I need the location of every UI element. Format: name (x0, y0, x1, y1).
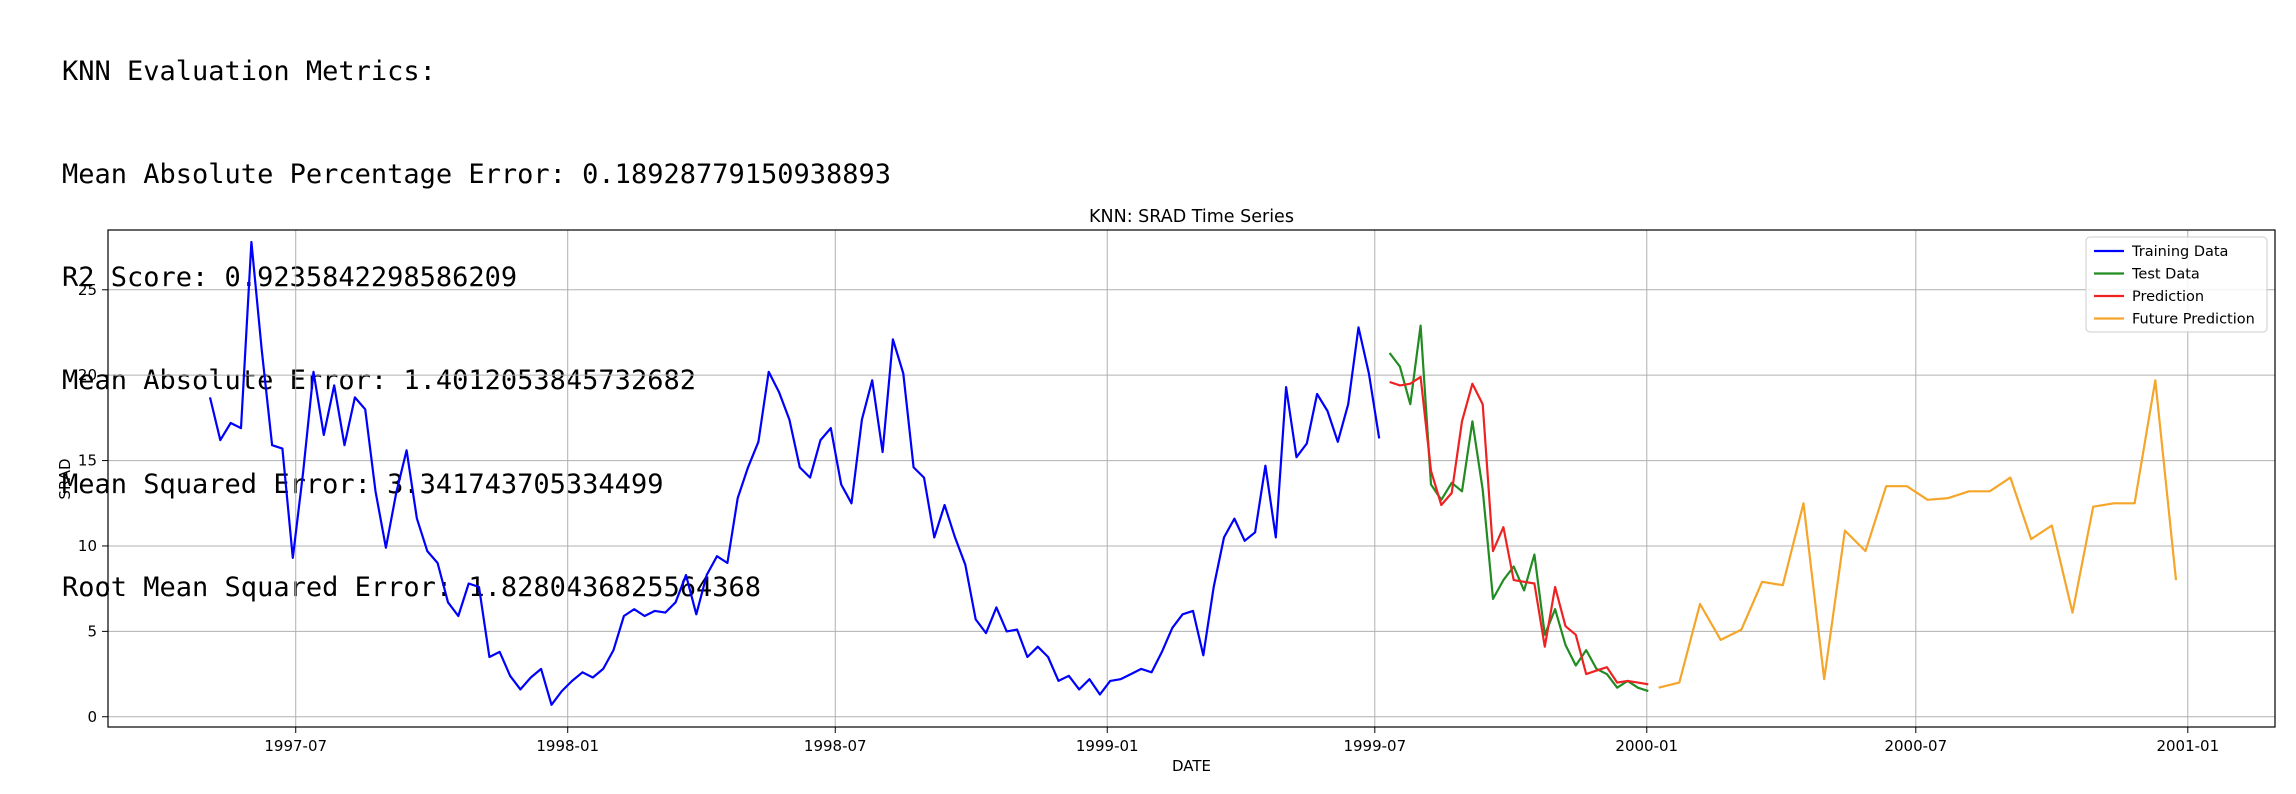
legend-box (2085, 236, 2268, 333)
series-lines (208, 240, 2178, 706)
legend-label-test-data: Test Data (2131, 267, 2200, 283)
grid-lines (108, 230, 2275, 727)
chart-title: KNN: SRAD Time Series (1089, 207, 1294, 227)
training-data-line (208, 240, 1381, 706)
y-tick-label: 15 (78, 452, 97, 470)
x-tick-label: 1998-07 (804, 737, 867, 755)
legend-label-training-data: Training Data (2131, 244, 2228, 260)
y-tick-label: 5 (87, 622, 97, 640)
x-tick-label: 1999-07 (1343, 737, 1406, 755)
plot-frame (107, 229, 2276, 728)
metrics-heading: KNN Evaluation Metrics: (62, 55, 436, 87)
y-axis-label: SRAD (56, 458, 74, 499)
legend: Training Data Test Data Prediction Future P… (2085, 236, 2268, 333)
metric-mape: Mean Absolute Percentage Error: 0.189287… (62, 159, 892, 191)
metric-mae: Mean Absolute Error: 1.4012053845732682 (62, 365, 696, 397)
y-tick-label: 10 (78, 537, 97, 555)
legend-label-prediction: Prediction (2132, 289, 2204, 305)
metric-r2: R2 Score: 0.9235842298586209 (62, 262, 518, 294)
x-tick-label: 1999-01 (1076, 737, 1139, 755)
axis-ticks: 1997-07 1998-01 1998-07 1999-01 1999-07 2000-… (78, 281, 2219, 755)
metric-mse: Mean Squared Error: 3.341743705334499 (62, 468, 664, 500)
x-tick-label: 2000-01 (1615, 737, 1678, 755)
x-tick-label: 1997-07 (264, 737, 327, 755)
metrics-text: KNN Evaluation Metrics: Mean Absolute Pe… (62, 0, 891, 640)
y-tick-label: 20 (78, 366, 97, 384)
y-tick-label: 0 (87, 708, 97, 726)
y-tick-label: 25 (78, 281, 97, 299)
test-data-line (1388, 324, 1649, 693)
metric-rmse: Root Mean Squared Error: 1.8280436825564… (62, 571, 761, 603)
prediction-line (1389, 375, 1649, 686)
future-prediction-line (1658, 379, 2178, 689)
x-tick-label: 2000-07 (1884, 737, 1947, 755)
legend-label-future-prediction: Future Prediction (2132, 312, 2255, 328)
x-axis-label: DATE (1172, 757, 1211, 775)
x-tick-label: 1998-01 (536, 737, 599, 755)
x-tick-label: 2001-01 (2156, 737, 2219, 755)
